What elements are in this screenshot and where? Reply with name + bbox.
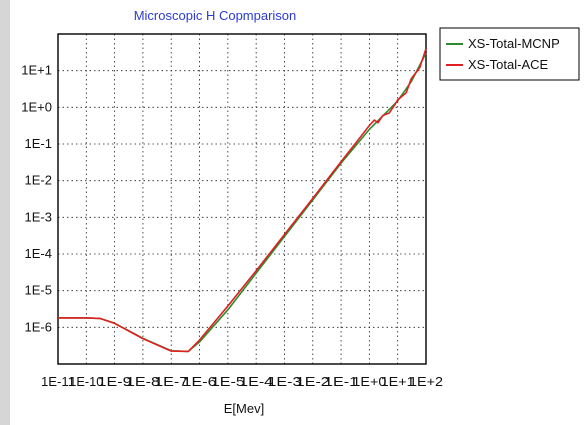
legend-box — [439, 27, 580, 81]
chart-title: Microscopic H Copmparison — [134, 8, 297, 23]
x-tick-label: 1E-2 — [296, 374, 330, 389]
x-tick-label: 1E-9 — [98, 374, 132, 389]
x-tick-label: 1E-3 — [267, 374, 301, 389]
y-tick-labels: 1E-6 1E-5 1E-4 1E-3 1E-2 1E-1 1E+0 1E+1 — [21, 63, 52, 335]
x-tick-label: 1E+1 — [381, 374, 415, 389]
plot-frame — [57, 33, 427, 365]
x-tick-label: 1E-5 — [211, 374, 245, 389]
x-tick-label: 1E-10 — [69, 374, 103, 389]
x-tick-label: 1E-8 — [126, 374, 160, 389]
window-border — [0, 0, 10, 425]
series-line-mcnp — [58, 52, 427, 353]
y-tick-label: 1E-2 — [25, 173, 52, 188]
x-tick-label: 1E-1 — [324, 374, 358, 389]
x-tick-label: 1E+2 — [409, 374, 443, 389]
y-tick-label: 1E-1 — [25, 136, 52, 151]
y-tick-label: 1E-3 — [25, 209, 52, 224]
x-tick-label: 1E-11 — [41, 374, 75, 389]
legend-label-mcnp: XS-Total-MCNP — [468, 36, 560, 51]
x-tick-label: 1E-6 — [183, 374, 217, 389]
legend-label-ace: XS-Total-ACE — [468, 57, 549, 72]
x-tick-labels: 1E-111E-101E-91E-81E-71E-61E-51E-41E-31E… — [41, 374, 443, 389]
x-tick-label: 1E-7 — [154, 374, 188, 389]
y-tick-label: 1E-6 — [25, 319, 52, 334]
x-axis-label: E[Mev] — [224, 401, 264, 416]
grid — [57, 34, 427, 364]
legend: XS-Total-MCNP XS-Total-ACE — [439, 27, 580, 81]
y-tick-label: 1E+0 — [21, 99, 52, 114]
y-tick-label: 1E-4 — [25, 246, 52, 261]
y-tick-label: 1E-5 — [25, 283, 52, 298]
series-layer — [58, 48, 427, 353]
x-tick-label: 1E-4 — [239, 374, 273, 389]
y-tick-label: 1E+1 — [21, 63, 52, 78]
x-tick-label: 1E+0 — [352, 374, 386, 389]
series-line-ace — [58, 48, 427, 353]
